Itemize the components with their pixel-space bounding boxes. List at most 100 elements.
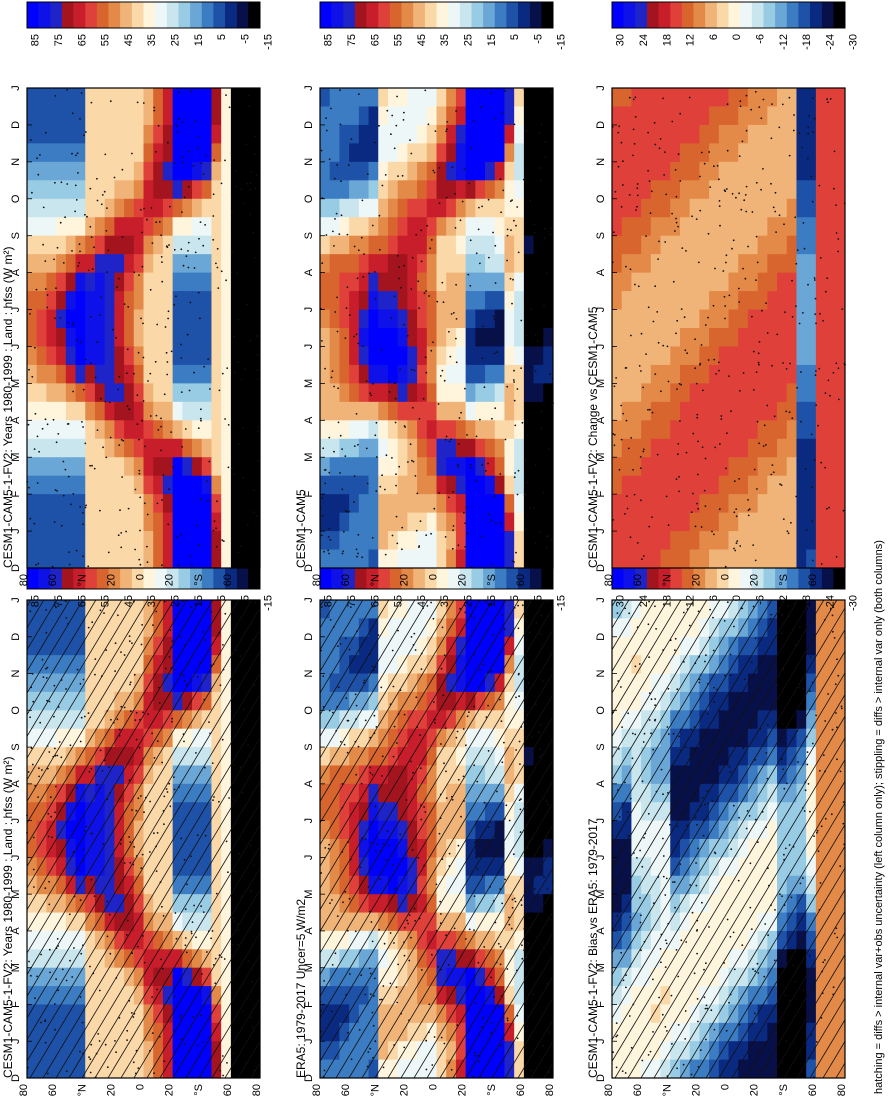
- stipple-dot: [132, 863, 135, 866]
- heat-cell: [192, 272, 203, 292]
- stipple-dot: [184, 944, 187, 947]
- heat-cell: [358, 765, 370, 785]
- heat-cell: [699, 636, 710, 656]
- heat-cell: [153, 161, 164, 181]
- heat-cell: [329, 802, 340, 822]
- stipple-dot: [256, 369, 259, 371]
- stipple-dot: [219, 1069, 222, 1072]
- stipple-dot: [119, 842, 122, 845]
- heat-cell: [397, 967, 408, 987]
- heat-cell: [94, 328, 106, 347]
- heat-cell: [641, 765, 652, 785]
- x-tick-label: J: [303, 1038, 315, 1044]
- stipple-dot: [215, 527, 217, 530]
- heat-cell: [612, 986, 623, 1005]
- heat-cell: [543, 783, 554, 803]
- heat-cell: [339, 438, 350, 458]
- heat-cell: [631, 618, 642, 638]
- heat-cell: [358, 912, 370, 932]
- stipple-dot: [90, 878, 93, 881]
- heat-cell: [397, 180, 408, 200]
- stipple-dot: [57, 605, 60, 607]
- heat-cell: [94, 894, 106, 914]
- heat-cell: [718, 618, 729, 638]
- stipple-dot: [520, 367, 522, 369]
- heat-cell: [230, 1059, 242, 1079]
- heat-cell: [660, 894, 671, 914]
- heat-cell: [777, 802, 788, 822]
- heat-cell: [815, 949, 827, 969]
- heat-cell: [250, 802, 261, 822]
- heat-cell: [320, 364, 331, 384]
- y-tick-label: 20: [105, 574, 117, 586]
- stipple-dot: [183, 679, 186, 682]
- heat-cell: [465, 875, 476, 895]
- heat-cell: [240, 618, 251, 638]
- heat-cell: [426, 655, 437, 675]
- heat-cell: [533, 531, 544, 551]
- heat-cell: [397, 309, 408, 329]
- stipple-dot: [346, 286, 349, 289]
- stipple-dot: [374, 1040, 377, 1043]
- heat-cell: [240, 1022, 251, 1042]
- heat-cell: [27, 364, 38, 384]
- heat-cell: [514, 364, 525, 384]
- heat-cell: [94, 346, 106, 366]
- heat-cell: [162, 857, 174, 877]
- heat-cell: [387, 600, 399, 619]
- stipple-dot: [354, 693, 357, 696]
- heat-cell: [387, 655, 399, 675]
- heat-cell: [815, 967, 827, 987]
- stipple-dot: [226, 1062, 228, 1064]
- heat-cell: [211, 272, 222, 292]
- stipple-dot: [183, 196, 186, 199]
- heat-cell: [543, 600, 554, 619]
- heat-cell: [104, 710, 115, 730]
- heat-cell: [728, 728, 739, 748]
- stipple-dot: [223, 958, 226, 960]
- stipple-dot: [370, 394, 373, 397]
- stipple-dot: [94, 376, 97, 379]
- heat-cell: [153, 235, 164, 255]
- heat-cell: [543, 401, 554, 421]
- heat-cell: [349, 600, 360, 619]
- heat-cell: [56, 820, 67, 840]
- heat-cell: [65, 198, 77, 218]
- heat-cell: [143, 820, 154, 840]
- stipple-dot: [418, 417, 421, 420]
- heat-cell: [201, 636, 212, 656]
- stipple-dot: [129, 710, 132, 713]
- heat-cell: [397, 600, 408, 619]
- heat-cell: [162, 420, 174, 440]
- heat-cell: [815, 930, 827, 950]
- stipple-dot: [426, 224, 428, 227]
- heat-cell: [368, 857, 379, 877]
- heat-cell: [436, 106, 447, 126]
- heat-cell: [426, 802, 437, 822]
- heat-cell: [455, 1004, 467, 1024]
- heat-cell: [621, 949, 632, 969]
- heat-cell: [738, 655, 749, 675]
- heat-cell: [114, 857, 125, 877]
- heat-cell: [523, 512, 535, 532]
- heat-cell: [426, 912, 437, 932]
- heat-cell: [523, 328, 535, 347]
- stipple-dot: [87, 565, 90, 568]
- stipple-dot: [71, 324, 74, 327]
- stipple-dot: [129, 861, 132, 864]
- heat-cell: [378, 438, 389, 458]
- heat-cell: [114, 986, 125, 1005]
- heat-cell: [124, 457, 135, 477]
- heat-cell: [250, 106, 261, 126]
- heat-cell: [417, 549, 428, 569]
- heat-cell: [699, 967, 710, 987]
- stipple-dot: [510, 229, 512, 232]
- stipple-dot: [252, 511, 255, 513]
- stipple-dot: [320, 606, 323, 608]
- heat-cell: [767, 949, 778, 969]
- heat-cell: [455, 655, 467, 675]
- heat-cell: [738, 728, 749, 748]
- heat-cell: [650, 839, 662, 858]
- stipple-dot: [120, 532, 123, 534]
- heat-cell: [211, 600, 222, 619]
